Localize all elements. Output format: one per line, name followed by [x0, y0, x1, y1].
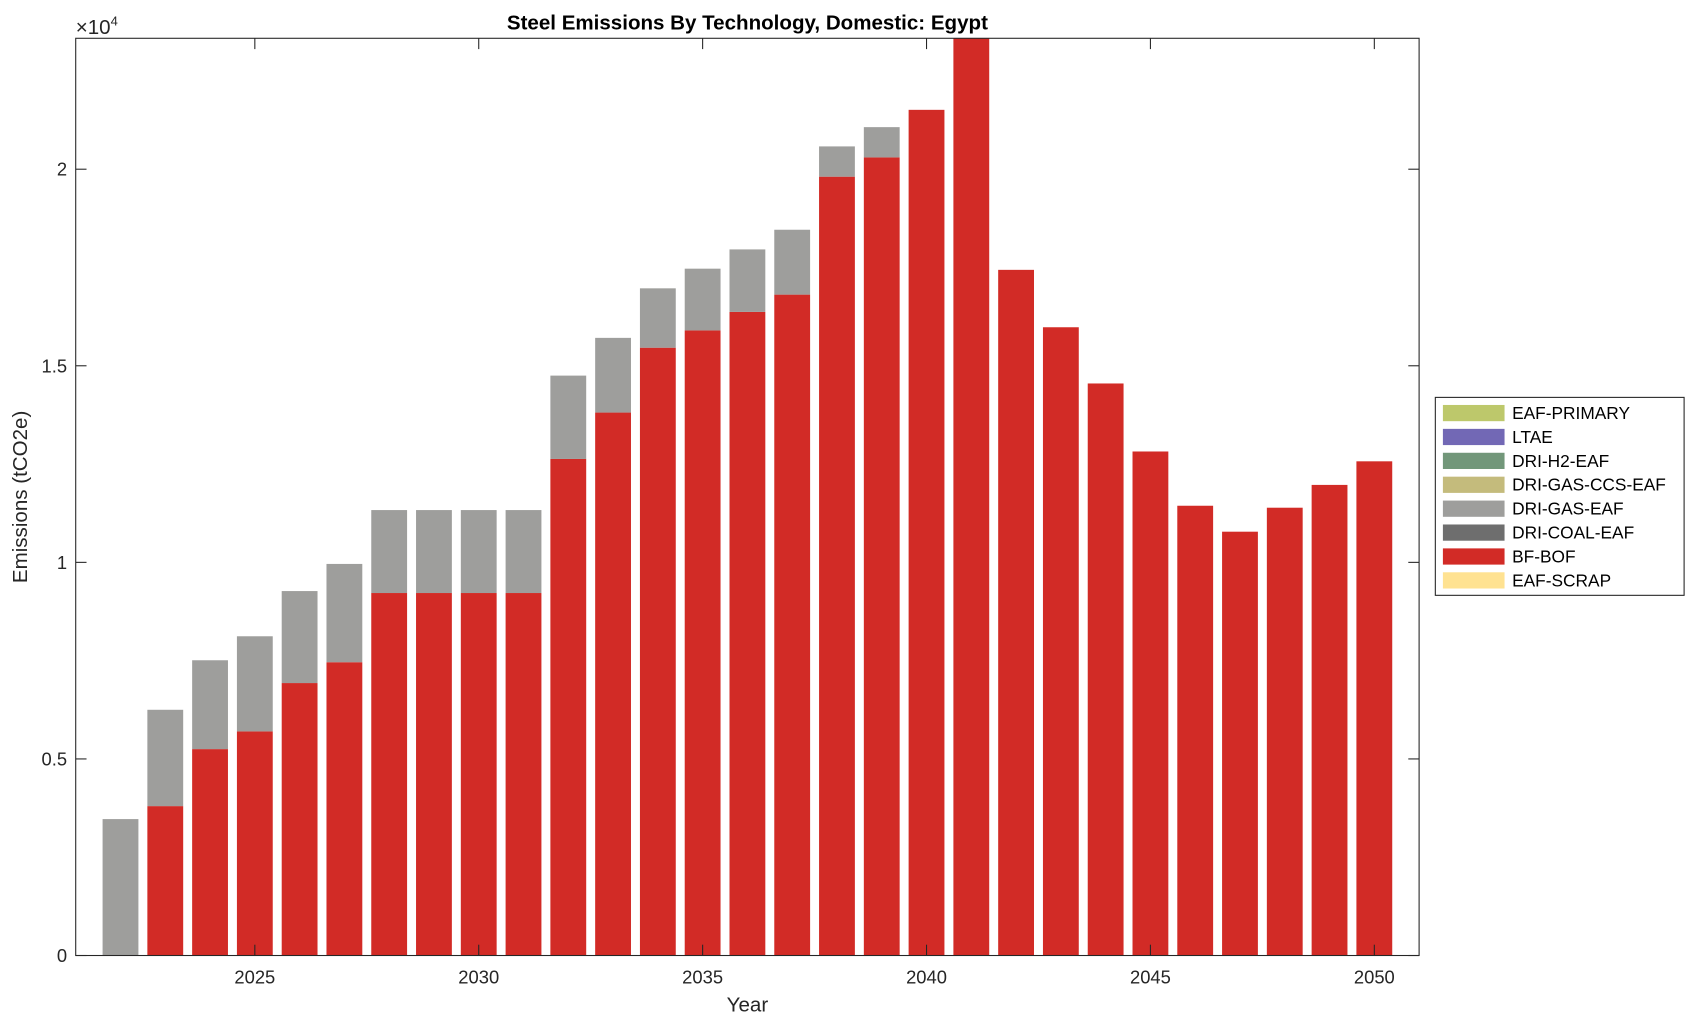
bar-dri-gas-eaf-2026 [281, 591, 318, 684]
bar-dri-gas-eaf-2027 [326, 563, 363, 663]
bar-bf-bof-2042 [998, 269, 1034, 956]
bar-bf-bof-2029 [416, 593, 452, 956]
bar-dri-gas-eaf-2035 [684, 268, 721, 331]
x-tick-label: 2030 [458, 967, 499, 988]
bar-bf-bof-2026 [281, 683, 318, 956]
chart-title: Steel Emissions By Technology, Domestic:… [507, 12, 988, 35]
bar-bf-bof-2031 [505, 593, 542, 956]
bar-bf-bof-2040 [908, 109, 945, 956]
bar-dri-gas-eaf-2022 [102, 819, 139, 956]
bar-bf-bof-2025 [236, 731, 273, 956]
x-axis-label: Year [727, 994, 769, 1017]
bar-dri-gas-eaf-2029 [416, 510, 452, 594]
bar-bf-bof-2043 [1042, 327, 1079, 956]
x-tick-label: 2025 [234, 967, 275, 988]
bar-bf-bof-2038 [819, 176, 855, 956]
legend-swatch-bf-bof [1442, 548, 1505, 565]
legend-swatch-dri-gas-eaf [1442, 500, 1505, 517]
x-axis: 2025 2030 2035 2040 2045 2050 [234, 38, 1395, 988]
x-tick-label: 2040 [906, 967, 947, 988]
bar-bf-bof-2023 [147, 806, 184, 956]
bar-dri-gas-eaf-2038 [819, 146, 855, 177]
bar-dri-gas-eaf-2031 [505, 510, 542, 594]
x-tick-label: 2035 [682, 967, 723, 988]
legend: EAF-PRIMARY LTAE DRI-H2-EAF DRI-GAS-CCS-EAF… [1434, 396, 1685, 596]
bar-dri-gas-eaf-2036 [729, 249, 766, 312]
bar-bf-bof-2046 [1177, 505, 1214, 956]
bar-bf-bof-2044 [1087, 383, 1124, 956]
bar-dri-gas-eaf-2032 [550, 375, 587, 459]
bar-dri-gas-eaf-2033 [595, 337, 631, 413]
bar-bf-bof-2033 [595, 412, 631, 956]
bar-bf-bof-2028 [371, 593, 408, 956]
legend-swatch-eaf-scrap [1442, 572, 1505, 589]
bar-bf-bof-2024 [192, 749, 228, 956]
legend-label-eaf-primary: EAF-PRIMARY [1512, 403, 1630, 423]
y-axis: 0 0.5 1 1.5 2 [42, 159, 1420, 966]
bar-bf-bof-2032 [550, 458, 587, 956]
bar-bf-bof-2030 [460, 593, 497, 956]
legend-label-bf-bof: BF-BOF [1512, 546, 1575, 566]
y-tick-label: 0 [57, 945, 67, 966]
bar-dri-gas-eaf-2039 [863, 127, 900, 158]
legend-label-ltae: LTAE [1512, 427, 1553, 447]
y-exponent-label: ×104 [76, 13, 118, 39]
bar-bf-bof-2035 [684, 330, 721, 956]
legend-swatch-dri-h2-eaf [1442, 452, 1505, 469]
y-tick-label: 1 [57, 552, 67, 573]
bar-dri-gas-eaf-2034 [639, 288, 676, 348]
bar-bf-bof-2045 [1132, 451, 1169, 956]
bar-dri-gas-eaf-2028 [371, 510, 408, 594]
legend-label-dri-coal-eaf: DRI-COAL-EAF [1512, 523, 1634, 543]
bar-dri-gas-eaf-2037 [774, 229, 811, 295]
bar-bf-bof-2050 [1356, 461, 1393, 956]
legend-swatch-dri-coal-eaf [1442, 524, 1505, 541]
bar-bf-bof-2034 [639, 347, 676, 956]
y-exponent-base: ×10 [76, 16, 111, 39]
y-exponent-power: 4 [111, 13, 118, 28]
x-tick-label: 2045 [1130, 967, 1171, 988]
y-tick-label: 1.5 [42, 355, 68, 376]
bar-dri-gas-eaf-2024 [192, 660, 228, 750]
bar-bf-bof-2048 [1266, 507, 1303, 956]
legend-swatch-eaf-primary [1442, 404, 1505, 422]
bar-dri-gas-eaf-2030 [460, 510, 497, 594]
bar-dri-gas-eaf-2023 [147, 709, 184, 807]
legend-label-dri-h2-eaf: DRI-H2-EAF [1512, 451, 1609, 471]
bar-bf-bof-2047 [1222, 531, 1258, 956]
y-tick-label: 2 [57, 159, 67, 180]
bar-bf-bof-2049 [1311, 484, 1348, 956]
bar-bf-bof-2027 [326, 662, 363, 956]
legend-swatch-ltae [1442, 428, 1505, 446]
y-axis-label: Emissions (tCO2e) [9, 411, 32, 583]
bars-group [102, 38, 1393, 956]
bar-bf-bof-2041 [953, 38, 990, 956]
legend-label-eaf-scrap: EAF-SCRAP [1512, 570, 1611, 590]
plot-area-frame [75, 37, 1420, 957]
bar-dri-gas-eaf-2025 [236, 636, 273, 732]
legend-label-dri-gas-eaf: DRI-GAS-EAF [1512, 499, 1623, 519]
bar-bf-bof-2037 [774, 294, 811, 956]
y-tick-label: 0.5 [42, 748, 68, 769]
x-tick-label: 2050 [1354, 967, 1395, 988]
bar-bf-bof-2036 [729, 311, 766, 956]
legend-swatch-dri-gas-ccs-eaf [1442, 476, 1505, 493]
bar-bf-bof-2039 [863, 157, 900, 956]
legend-label-dri-gas-ccs-eaf: DRI-GAS-CCS-EAF [1512, 475, 1666, 495]
